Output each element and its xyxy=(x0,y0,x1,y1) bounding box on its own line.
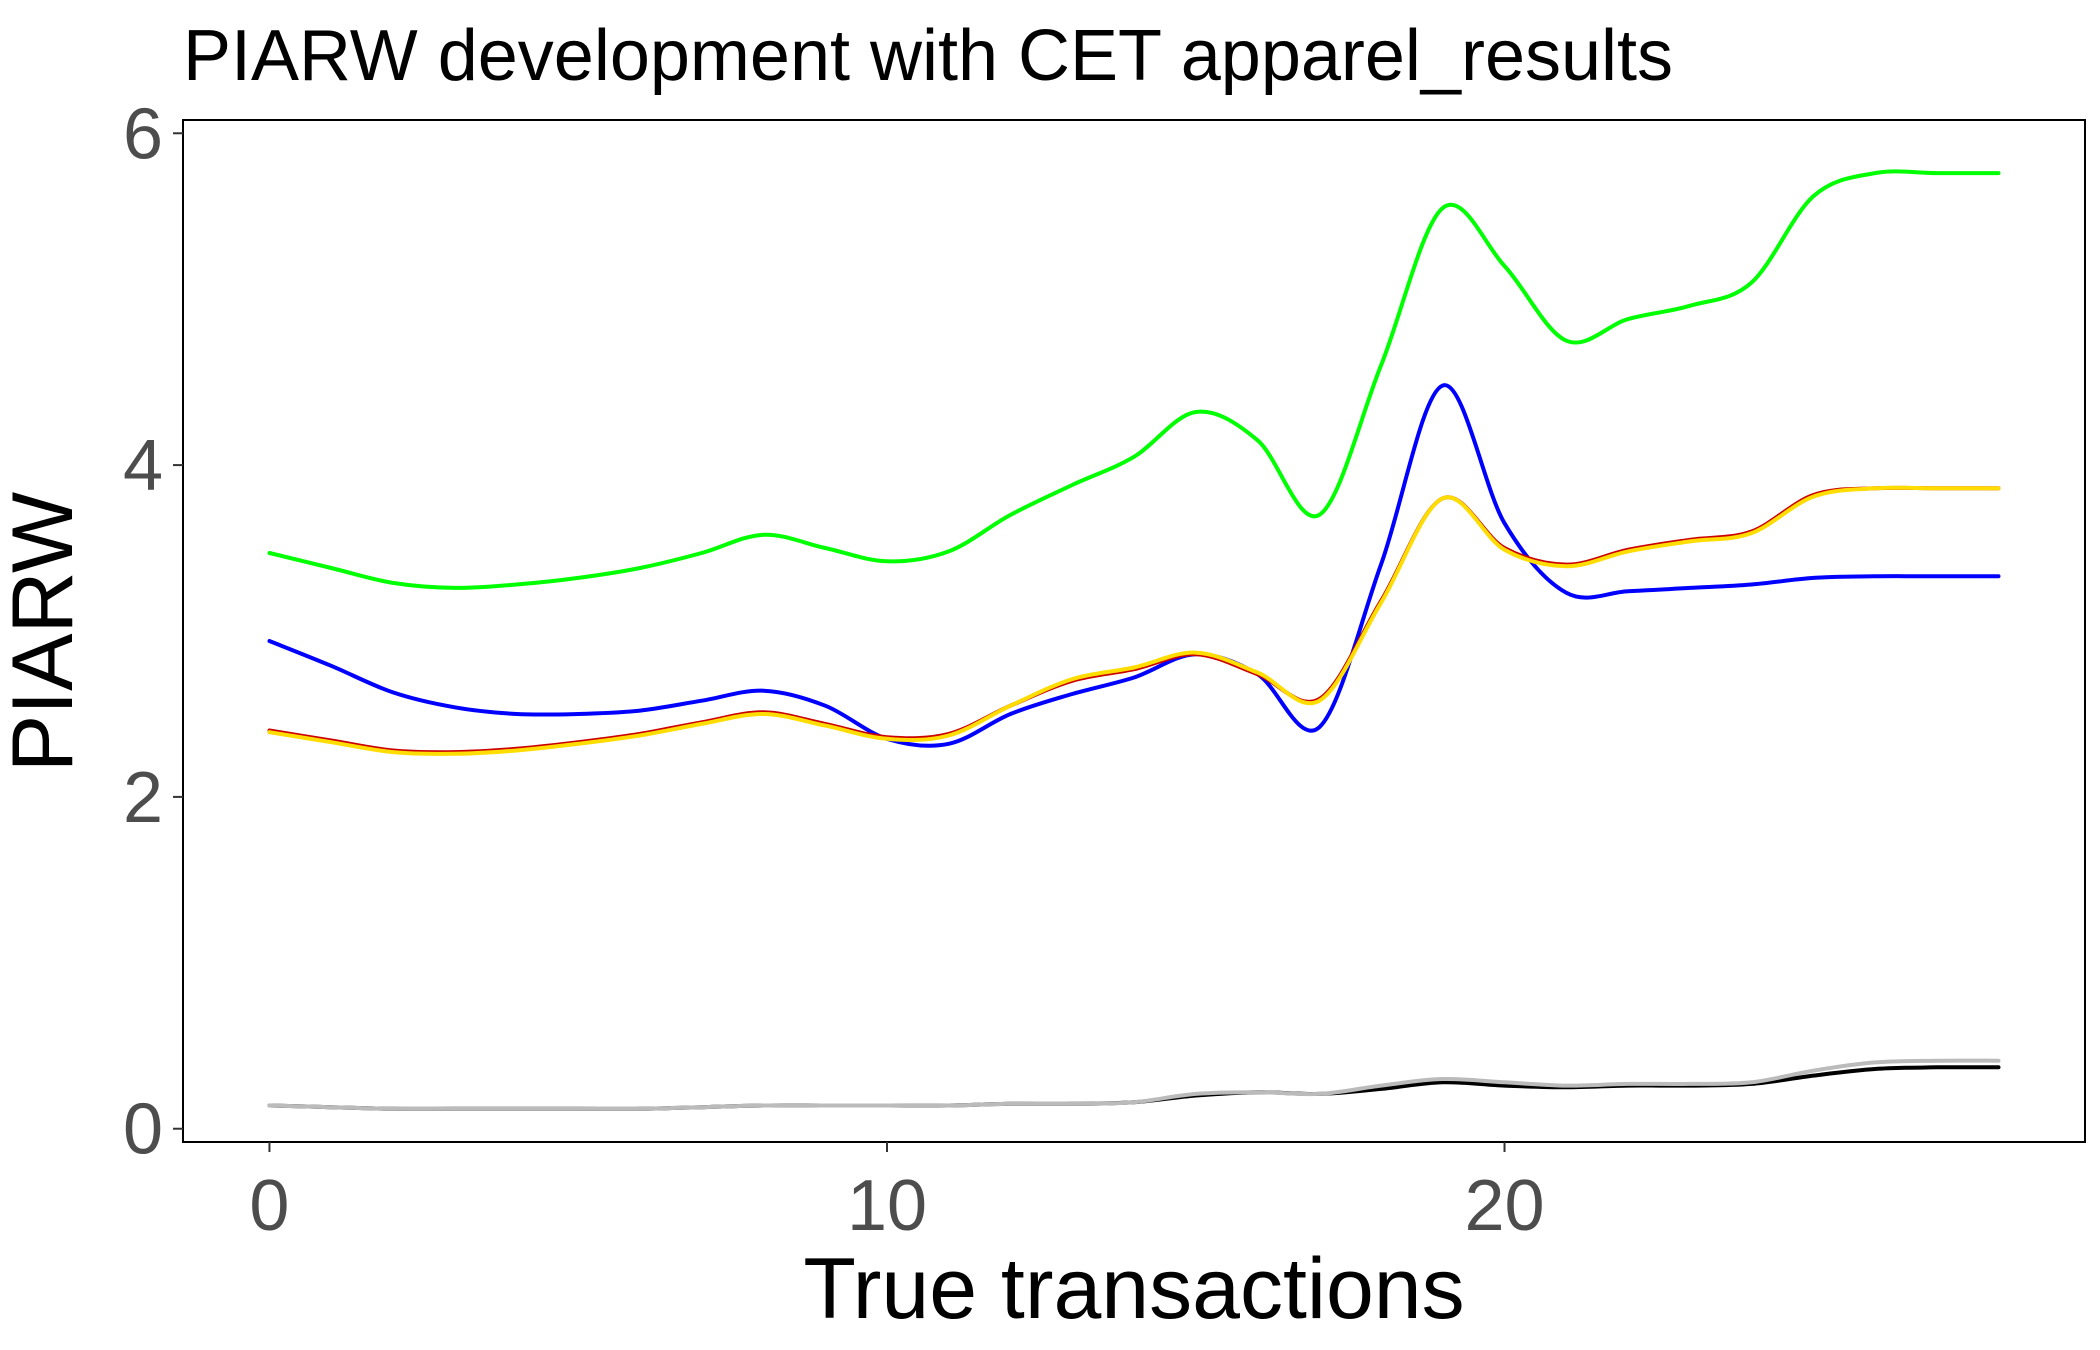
series-layer xyxy=(267,169,2001,1111)
series-line-green xyxy=(267,169,2001,590)
plot-panel xyxy=(182,119,2086,1143)
x-tick-label: 20 xyxy=(1464,1166,1544,1246)
x-tick-label: 10 xyxy=(847,1166,927,1246)
x-tick-label: 0 xyxy=(249,1166,289,1246)
chart-title: PIARW development with CET apparel_resul… xyxy=(183,16,1673,96)
y-tick-label: 4 xyxy=(123,426,163,506)
y-tick-label: 6 xyxy=(123,94,163,174)
y-axis-title: PIARW xyxy=(0,492,91,772)
x-axis: 0 10 20 xyxy=(249,1142,1545,1246)
y-tick-label: 2 xyxy=(123,758,163,838)
y-tick-label: 0 xyxy=(123,1090,163,1170)
x-axis-title: True transactions xyxy=(803,1241,1464,1337)
series-line-grey xyxy=(267,1058,2001,1111)
y-axis: 0 2 4 6 xyxy=(123,94,183,1170)
series-line-yellow xyxy=(267,485,2001,756)
